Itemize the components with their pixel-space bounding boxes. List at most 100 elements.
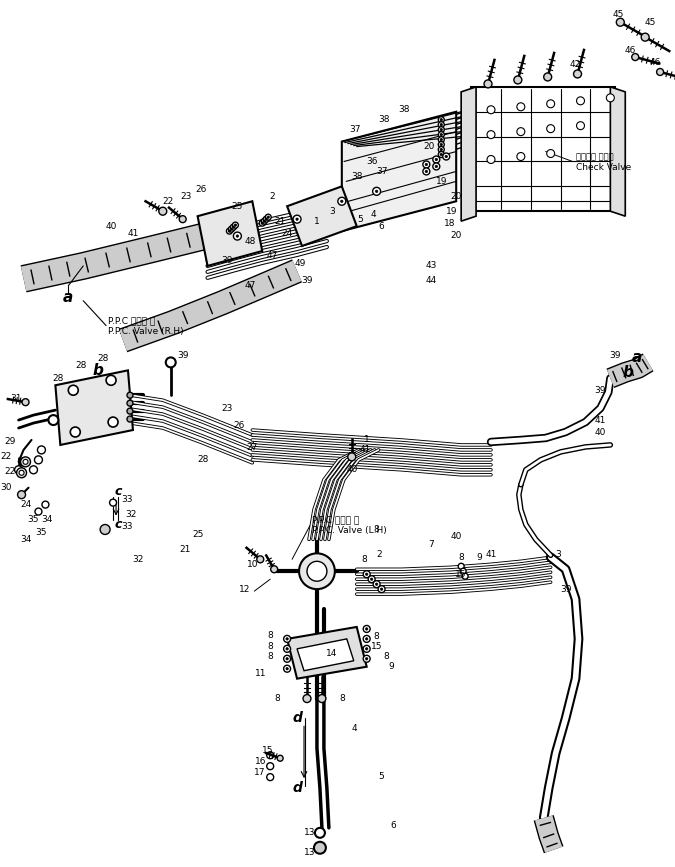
Circle shape <box>22 399 29 406</box>
Circle shape <box>70 427 80 437</box>
Text: 41: 41 <box>595 415 606 425</box>
Circle shape <box>259 220 265 226</box>
Text: 21: 21 <box>179 544 190 554</box>
Text: 16: 16 <box>254 757 266 766</box>
Circle shape <box>228 230 231 232</box>
Circle shape <box>35 508 42 515</box>
Text: 26: 26 <box>195 185 207 194</box>
Circle shape <box>286 648 288 650</box>
Text: 28: 28 <box>53 374 64 383</box>
Circle shape <box>365 648 368 650</box>
Text: 45: 45 <box>645 17 656 27</box>
Circle shape <box>19 470 24 475</box>
Circle shape <box>100 525 110 534</box>
Text: 19: 19 <box>446 206 457 216</box>
Text: a: a <box>63 290 74 305</box>
Circle shape <box>487 106 495 114</box>
Text: 34: 34 <box>42 515 53 524</box>
Circle shape <box>38 446 45 454</box>
Text: 35: 35 <box>28 515 39 524</box>
Text: 47: 47 <box>244 281 256 290</box>
Polygon shape <box>297 639 354 671</box>
Text: 8: 8 <box>274 694 280 703</box>
Circle shape <box>166 357 176 368</box>
Text: 37: 37 <box>376 167 387 176</box>
Text: 6: 6 <box>379 222 385 231</box>
Text: 18: 18 <box>443 218 455 228</box>
Circle shape <box>440 134 443 136</box>
Text: 24: 24 <box>281 229 293 238</box>
Circle shape <box>440 153 443 156</box>
Circle shape <box>368 576 375 583</box>
Circle shape <box>286 657 288 660</box>
Circle shape <box>517 153 525 160</box>
Text: 13: 13 <box>304 828 316 838</box>
Text: 46: 46 <box>624 46 636 55</box>
Circle shape <box>49 415 58 425</box>
Text: d: d <box>292 781 302 795</box>
Circle shape <box>487 155 495 164</box>
Text: 17: 17 <box>254 767 265 777</box>
Circle shape <box>517 103 525 111</box>
Circle shape <box>443 153 450 160</box>
Circle shape <box>657 68 664 75</box>
Circle shape <box>423 161 430 168</box>
Text: 41: 41 <box>485 550 497 559</box>
Circle shape <box>234 232 242 240</box>
Circle shape <box>42 501 49 508</box>
Text: 38: 38 <box>399 105 410 114</box>
Circle shape <box>15 466 22 473</box>
Circle shape <box>438 152 444 158</box>
Text: 29: 29 <box>4 438 16 447</box>
Circle shape <box>425 170 427 173</box>
Circle shape <box>271 566 277 573</box>
Circle shape <box>20 457 30 466</box>
Circle shape <box>284 636 291 642</box>
Text: 39: 39 <box>595 386 606 394</box>
Text: 32: 32 <box>132 555 144 564</box>
Text: 2: 2 <box>269 192 275 201</box>
Text: 1: 1 <box>364 435 369 445</box>
Circle shape <box>17 468 26 478</box>
Circle shape <box>365 657 368 660</box>
Circle shape <box>127 416 133 422</box>
Circle shape <box>307 561 327 581</box>
Circle shape <box>440 143 443 146</box>
Text: 10: 10 <box>246 560 258 569</box>
Text: 8: 8 <box>374 632 379 642</box>
Text: 3: 3 <box>556 550 562 559</box>
Text: 7: 7 <box>429 540 434 549</box>
Text: 36: 36 <box>366 157 377 166</box>
Circle shape <box>433 156 440 163</box>
Circle shape <box>438 117 444 123</box>
Text: b: b <box>92 363 103 378</box>
Text: 45: 45 <box>613 10 624 19</box>
Polygon shape <box>287 186 356 246</box>
Circle shape <box>484 80 492 88</box>
Circle shape <box>20 458 28 466</box>
Text: c: c <box>114 518 121 531</box>
Text: 40: 40 <box>450 532 462 541</box>
Text: 47: 47 <box>267 251 278 260</box>
Circle shape <box>423 168 430 175</box>
Text: 42: 42 <box>570 60 581 68</box>
Text: 3: 3 <box>329 206 335 216</box>
Circle shape <box>438 147 444 153</box>
Text: 20: 20 <box>450 192 462 201</box>
Circle shape <box>371 578 373 580</box>
Polygon shape <box>342 112 456 231</box>
Circle shape <box>365 573 368 576</box>
Text: 20: 20 <box>424 142 435 151</box>
Circle shape <box>267 752 273 759</box>
Text: 2: 2 <box>377 550 383 559</box>
Circle shape <box>159 207 167 215</box>
Polygon shape <box>55 370 133 445</box>
Circle shape <box>487 131 495 139</box>
Text: 8: 8 <box>362 555 368 564</box>
Circle shape <box>460 568 466 574</box>
Circle shape <box>574 70 581 78</box>
Text: 15: 15 <box>456 570 467 579</box>
Text: 40: 40 <box>595 427 606 436</box>
Circle shape <box>378 586 385 593</box>
Text: 20: 20 <box>450 231 462 239</box>
